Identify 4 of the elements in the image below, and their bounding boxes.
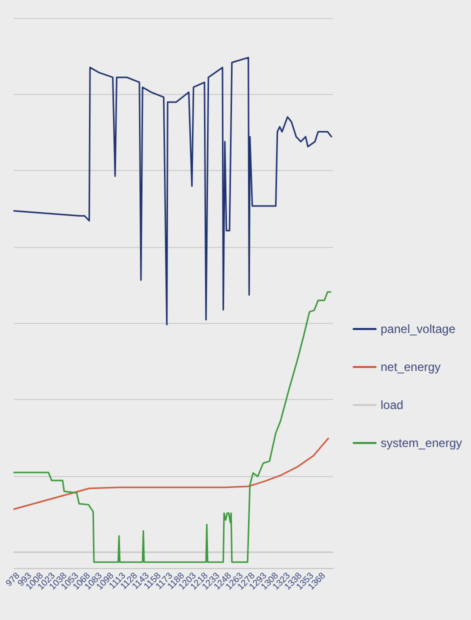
legend-label: panel_voltage: [380, 322, 456, 336]
legend-label: net_energy: [380, 360, 441, 374]
legend-label: system_energy: [380, 436, 462, 450]
legend-label: load: [380, 398, 404, 412]
